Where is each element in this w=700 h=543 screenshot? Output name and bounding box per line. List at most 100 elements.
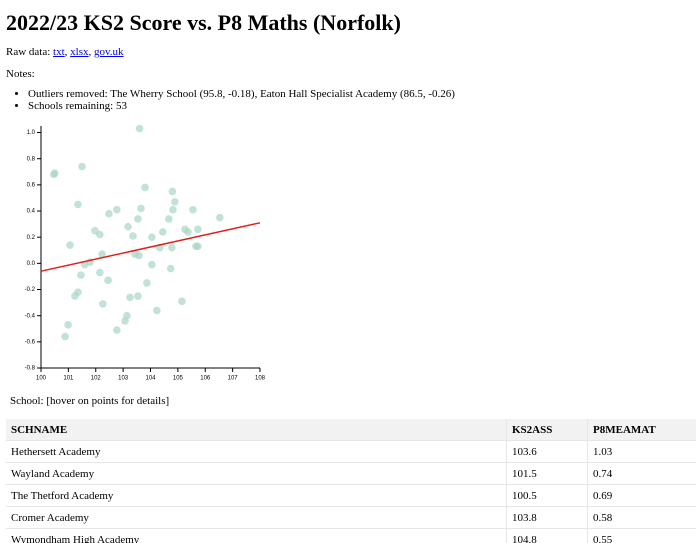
- point: [135, 251, 143, 260]
- point: [126, 293, 134, 302]
- notes-label: Notes:: [6, 68, 35, 80]
- link[interactable]: txt: [53, 46, 65, 58]
- point: [194, 225, 202, 234]
- cell: 1.03: [587, 440, 696, 463]
- y-tick-label: -0.6: [25, 339, 36, 345]
- y-tick-label: 0.6: [27, 182, 36, 188]
- cell: The Thetford Academy: [6, 484, 507, 507]
- x-tick-label: 103: [118, 376, 129, 382]
- note: Schools remaining: 53: [28, 100, 700, 112]
- point: [143, 279, 151, 287]
- x-tick-label: 102: [91, 376, 102, 382]
- point: [165, 215, 173, 223]
- x-tick-label: 105: [173, 376, 184, 382]
- column-header: KS2ASS: [506, 419, 588, 441]
- page: 2022/23 KS2 Score vs. P8 Maths (Norfolk)…: [0, 10, 700, 543]
- point: [137, 204, 145, 213]
- point: [96, 268, 104, 277]
- y-tick-label: -0.8: [25, 366, 36, 372]
- x-tick-label: 100: [36, 376, 47, 382]
- table: SCHNAME KS2ASS P8MEAMAT Hethersett Academy 1…: [6, 419, 696, 543]
- point: [61, 332, 69, 341]
- row: Wymondham High Academy 104.8 0.55: [6, 528, 696, 543]
- point: [124, 222, 132, 231]
- point: [99, 300, 107, 308]
- point: [105, 209, 113, 218]
- link[interactable]: gov.uk: [94, 46, 124, 58]
- cell: 103.6: [506, 440, 588, 463]
- link[interactable]: xlsx: [70, 46, 89, 58]
- point: [168, 243, 176, 252]
- point: [194, 242, 202, 251]
- point: [113, 205, 121, 214]
- point: [98, 250, 106, 258]
- y-tick-label: -0.4: [25, 313, 36, 319]
- point: [134, 215, 142, 223]
- cell: Wayland Academy: [6, 462, 507, 485]
- cell: 0.55: [587, 528, 696, 543]
- point: [168, 187, 177, 196]
- point: [148, 260, 156, 269]
- point: [78, 162, 86, 171]
- cell: 0.69: [587, 484, 696, 507]
- chart: -0.8 -0.6 -0.4 -0.2 0.0 0.2 0.4 0.6 0.8 1.0 100 101…: [25, 124, 266, 382]
- cell: Hethersett Academy: [6, 440, 507, 463]
- point: [104, 276, 112, 285]
- point: [189, 205, 197, 214]
- row: Wayland Academy 101.5 0.74: [6, 462, 696, 485]
- row: Hethersett Academy 103.6 1.03: [6, 440, 696, 463]
- point: [129, 232, 137, 240]
- y-tick-label: 0.4: [27, 209, 36, 215]
- point: [184, 228, 192, 236]
- y-tick-label: -0.2: [25, 287, 36, 293]
- point: [77, 271, 85, 279]
- point: [141, 183, 149, 192]
- row: Cromer Academy 103.8 0.58: [6, 506, 696, 529]
- y-tick-label: 1.0: [27, 130, 36, 136]
- point: [215, 213, 224, 222]
- point: [159, 228, 167, 236]
- y-tick-label: 0.2: [27, 235, 36, 241]
- cell: Wymondham High Academy: [6, 528, 507, 543]
- cell: Cromer Academy: [6, 506, 507, 529]
- column-header: P8MEAMAT: [587, 419, 696, 441]
- cell: 101.5: [506, 462, 588, 485]
- trendline: [40, 222, 261, 272]
- header-row: SCHNAME KS2ASS P8MEAMAT: [6, 419, 696, 441]
- raw-label: Raw data:: [6, 46, 51, 58]
- point: [64, 321, 72, 329]
- raw-data: Raw data: txt, xlsx, gov.uk: [6, 46, 124, 58]
- y-tick-label: 0.8: [27, 156, 36, 162]
- point: [171, 198, 179, 206]
- x-tick-label: 106: [200, 376, 211, 382]
- cell: 100.5: [506, 484, 588, 507]
- notes: Outliers removed: The Wherry School (95.…: [0, 88, 700, 112]
- x-tick-label: 104: [145, 376, 156, 382]
- y-tick-label: 0.0: [27, 261, 36, 267]
- point: [74, 200, 82, 209]
- point: [66, 241, 74, 249]
- cell: 104.8: [506, 528, 588, 543]
- point: [169, 205, 177, 214]
- hover-text: School: [hover on points for details]: [10, 395, 170, 407]
- point: [96, 230, 104, 239]
- point: [178, 297, 186, 306]
- note: Outliers removed: The Wherry School (95.…: [28, 88, 700, 100]
- point: [148, 233, 156, 241]
- point: [113, 326, 121, 334]
- point: [134, 292, 142, 300]
- point: [152, 306, 161, 315]
- cell: 103.8: [506, 506, 588, 529]
- x-tick-label: 107: [228, 376, 239, 382]
- point: [166, 264, 175, 273]
- cell: 0.74: [587, 462, 696, 485]
- title: 2022/23 KS2 Score vs. P8 Maths (Norfolk): [6, 10, 401, 35]
- x-tick-label: 108: [255, 376, 266, 382]
- point: [123, 311, 131, 320]
- point: [74, 288, 82, 296]
- point: [50, 169, 59, 177]
- column-header: SCHNAME: [6, 419, 507, 441]
- point: [135, 124, 144, 133]
- x-tick-label: 101: [63, 376, 74, 382]
- cell: 0.58: [587, 506, 696, 529]
